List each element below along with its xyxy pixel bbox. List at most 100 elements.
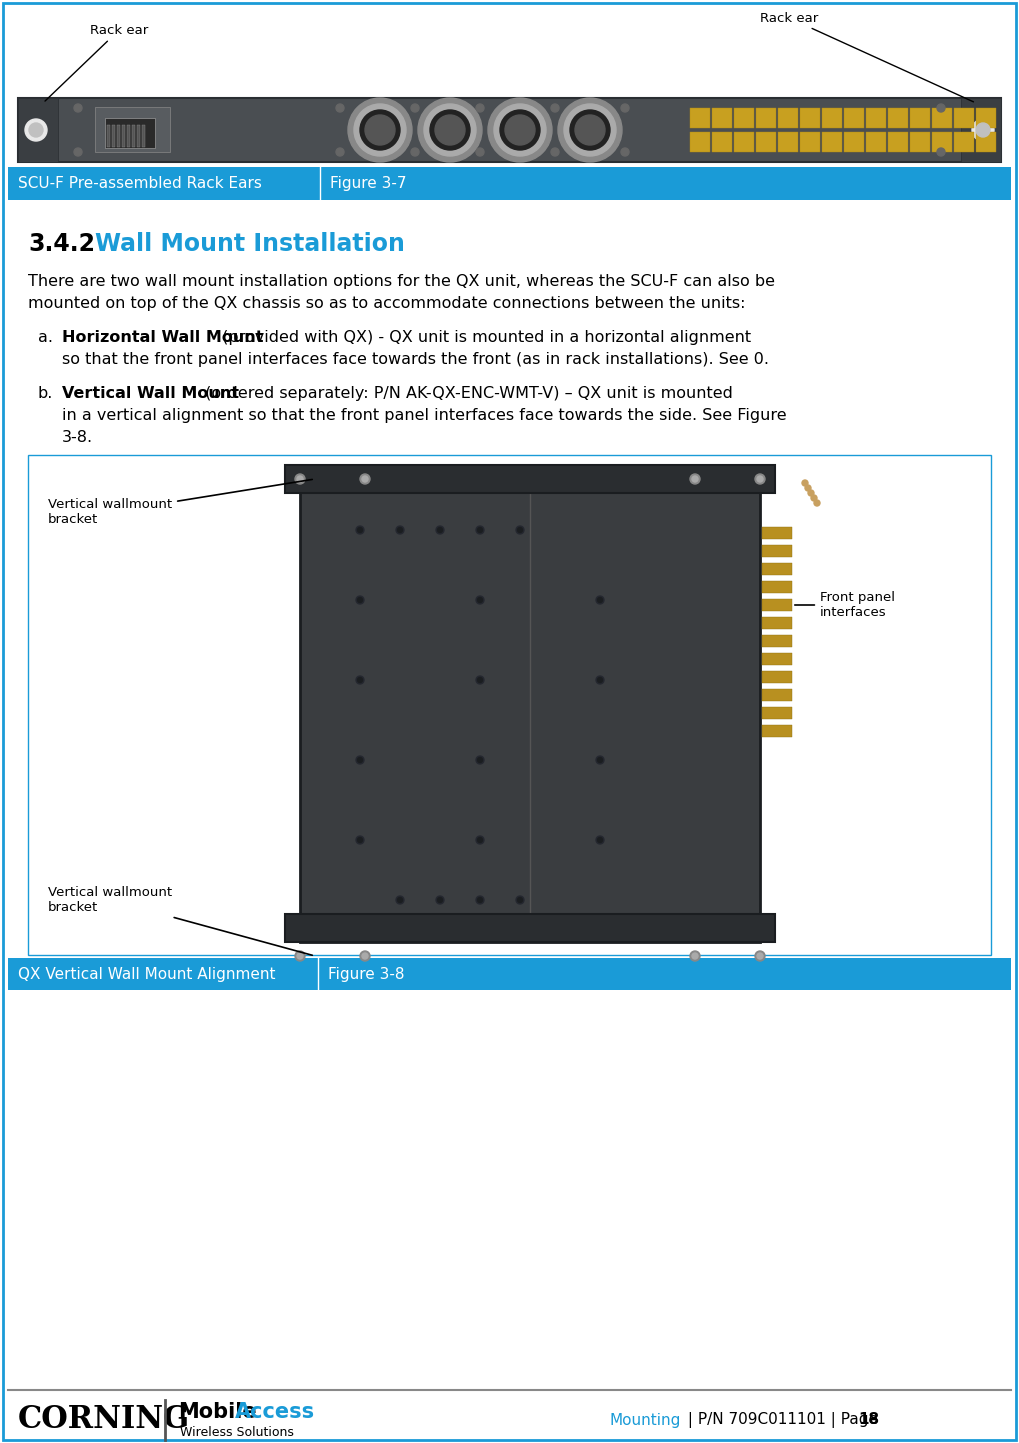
Bar — [18, 98, 58, 162]
Circle shape — [575, 115, 605, 144]
Circle shape — [356, 835, 364, 844]
Bar — [762, 527, 792, 540]
Bar — [762, 545, 792, 557]
Bar — [712, 131, 732, 152]
Bar — [762, 671, 792, 683]
Circle shape — [805, 485, 811, 491]
Bar — [910, 108, 930, 128]
Circle shape — [360, 473, 370, 483]
Circle shape — [396, 527, 404, 534]
Text: Vertical wallmount
bracket: Vertical wallmount bracket — [48, 886, 312, 955]
Bar — [888, 108, 908, 128]
Circle shape — [356, 675, 364, 684]
Circle shape — [74, 104, 82, 113]
Bar — [762, 654, 792, 665]
Circle shape — [476, 104, 484, 113]
Circle shape — [516, 527, 524, 534]
Text: in a vertical alignment so that the front panel interfaces face towards the side: in a vertical alignment so that the fron… — [62, 408, 787, 423]
Circle shape — [294, 473, 305, 483]
Circle shape — [396, 896, 404, 903]
Circle shape — [690, 951, 700, 961]
Circle shape — [596, 756, 604, 763]
Circle shape — [436, 527, 444, 534]
Bar — [132, 126, 135, 147]
Circle shape — [478, 678, 483, 683]
Circle shape — [397, 528, 403, 532]
Bar — [756, 131, 776, 152]
Circle shape — [358, 758, 363, 762]
Bar — [105, 118, 155, 149]
Circle shape — [424, 104, 476, 156]
Circle shape — [814, 501, 820, 506]
Circle shape — [360, 110, 400, 150]
Bar — [762, 582, 792, 593]
Bar — [117, 126, 120, 147]
Circle shape — [488, 98, 552, 162]
Circle shape — [692, 952, 698, 960]
Circle shape — [757, 952, 763, 960]
Text: (provided with QX) - QX unit is mounted in a horizontal alignment: (provided with QX) - QX unit is mounted … — [217, 330, 751, 345]
Bar — [822, 131, 842, 152]
Bar — [800, 131, 820, 152]
Bar — [976, 108, 996, 128]
Bar — [8, 9, 1011, 167]
Circle shape — [597, 597, 602, 603]
Bar — [762, 599, 792, 610]
Text: Wireless Solutions: Wireless Solutions — [180, 1427, 293, 1440]
Text: Vertical wallmount
bracket: Vertical wallmount bracket — [48, 479, 312, 527]
Bar — [822, 108, 842, 128]
Bar — [142, 126, 145, 147]
Circle shape — [478, 898, 483, 902]
Circle shape — [597, 678, 602, 683]
Circle shape — [25, 118, 47, 141]
Bar — [734, 108, 754, 128]
Bar — [932, 108, 952, 128]
Bar — [18, 98, 1001, 162]
Bar — [777, 108, 798, 128]
Circle shape — [937, 104, 945, 113]
Circle shape — [29, 123, 43, 137]
Circle shape — [494, 104, 546, 156]
Bar — [690, 108, 710, 128]
Bar — [690, 131, 710, 152]
Bar — [107, 126, 110, 147]
Bar — [844, 131, 864, 152]
Circle shape — [476, 149, 484, 156]
Circle shape — [558, 98, 622, 162]
Bar — [910, 131, 930, 152]
Circle shape — [476, 527, 484, 534]
Circle shape — [937, 149, 945, 156]
Circle shape — [297, 476, 303, 482]
Circle shape — [516, 896, 524, 903]
Circle shape — [336, 104, 344, 113]
Circle shape — [437, 898, 442, 902]
Text: Front panel
interfaces: Front panel interfaces — [795, 592, 895, 619]
Circle shape — [397, 898, 403, 902]
Circle shape — [808, 491, 814, 496]
Bar — [976, 131, 996, 152]
Circle shape — [476, 675, 484, 684]
Circle shape — [362, 952, 368, 960]
Circle shape — [596, 596, 604, 605]
Circle shape — [476, 596, 484, 605]
Text: QX Vertical Wall Mount Alignment: QX Vertical Wall Mount Alignment — [18, 967, 275, 981]
Circle shape — [476, 896, 484, 903]
Bar — [762, 635, 792, 646]
Text: 3-8.: 3-8. — [62, 430, 93, 444]
Circle shape — [476, 756, 484, 763]
Circle shape — [297, 952, 303, 960]
Text: Rack ear: Rack ear — [45, 23, 148, 101]
Circle shape — [356, 596, 364, 605]
Text: (ordered separately: P/N AK-QX-ENC-WMT-V) – QX unit is mounted: (ordered separately: P/N AK-QX-ENC-WMT-V… — [200, 385, 733, 401]
Circle shape — [596, 835, 604, 844]
Bar — [300, 465, 760, 942]
Circle shape — [505, 115, 535, 144]
Circle shape — [74, 149, 82, 156]
Circle shape — [362, 476, 368, 482]
Circle shape — [358, 597, 363, 603]
Circle shape — [294, 951, 305, 961]
Text: 3.4.2: 3.4.2 — [28, 232, 95, 255]
Circle shape — [755, 951, 765, 961]
Bar — [762, 688, 792, 701]
Text: Vertical Wall Mount: Vertical Wall Mount — [62, 385, 239, 401]
